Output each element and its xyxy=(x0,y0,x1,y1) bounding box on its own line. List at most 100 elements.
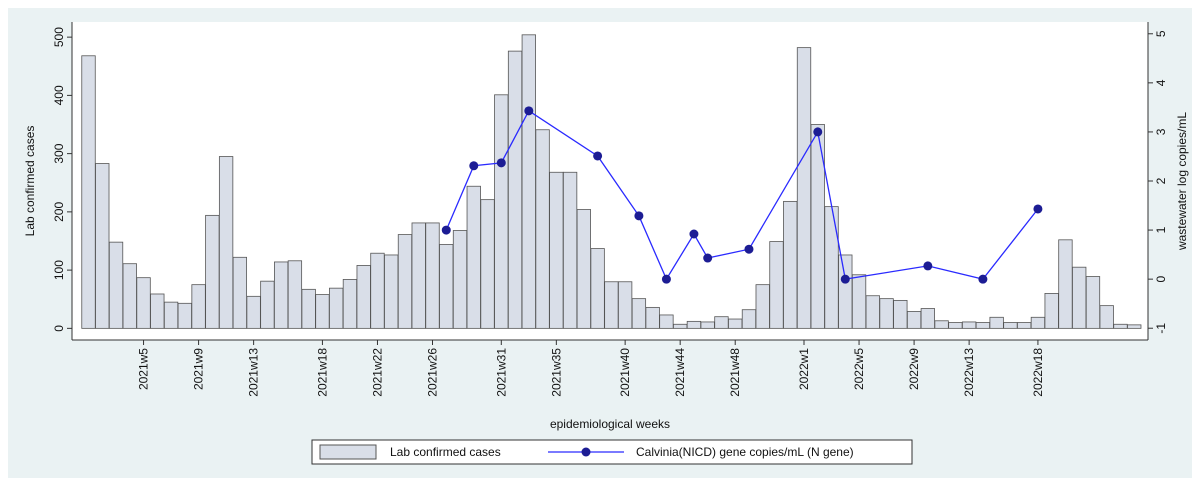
bar xyxy=(893,299,908,329)
legend-swatch xyxy=(319,444,377,460)
x-tick-label: 2021w31 xyxy=(494,348,508,397)
y-tick-label: 0 xyxy=(52,325,66,332)
bar xyxy=(232,256,248,329)
x-tick-label: 2021w35 xyxy=(549,348,563,397)
bar xyxy=(81,55,96,329)
x-axis-title: epidemiological weeks xyxy=(550,417,670,431)
bar xyxy=(769,241,784,329)
x-tick-label: 2022w13 xyxy=(962,348,976,397)
x-tick-label: 2021w48 xyxy=(728,348,742,397)
bar xyxy=(796,47,812,329)
bar xyxy=(384,254,399,329)
bar xyxy=(411,222,426,329)
marker xyxy=(634,211,644,221)
bar xyxy=(851,274,867,329)
bar xyxy=(494,94,509,329)
bar xyxy=(507,50,523,329)
bar xyxy=(1127,324,1142,329)
marker xyxy=(840,274,850,284)
x-tick-label: 2021w40 xyxy=(618,348,632,397)
y-tick-label: 500 xyxy=(52,27,66,47)
legend-label: Calvinia(NICD) gene copies/mL (N gene) xyxy=(636,445,854,459)
bar xyxy=(755,284,770,329)
bar xyxy=(989,316,1004,329)
x-tick-label: 2022w9 xyxy=(907,348,921,390)
marker xyxy=(703,253,713,263)
bar xyxy=(1017,322,1032,329)
bar xyxy=(604,281,619,329)
bar xyxy=(287,260,303,329)
bar xyxy=(1044,293,1059,329)
bar xyxy=(700,321,715,329)
bar xyxy=(480,199,495,329)
bar xyxy=(783,200,798,329)
marker xyxy=(813,127,823,137)
marker xyxy=(441,225,451,235)
bar xyxy=(342,279,358,329)
bar xyxy=(439,244,454,329)
bar xyxy=(590,248,605,329)
bar xyxy=(122,263,137,329)
bar xyxy=(191,284,206,329)
bar xyxy=(163,301,179,329)
x-tick-label: 2021w18 xyxy=(315,348,329,397)
x-tick-label: 2021w9 xyxy=(192,348,206,390)
marker xyxy=(469,161,479,171)
x-tick-label: 2021w44 xyxy=(673,348,687,397)
bar xyxy=(645,306,660,329)
bar xyxy=(246,295,261,329)
x-tick-label: 2021w26 xyxy=(426,348,440,397)
y2-tick-label: 3 xyxy=(1154,128,1168,135)
bar xyxy=(865,295,880,329)
bar xyxy=(205,214,220,329)
bar xyxy=(1030,316,1046,329)
bar xyxy=(617,281,633,329)
x-tick-label: 2022w5 xyxy=(852,348,866,390)
marker xyxy=(661,274,671,284)
bar xyxy=(136,277,151,329)
x-tick-label: 2021w13 xyxy=(247,348,261,397)
bar xyxy=(1113,323,1128,329)
y-tick-label: 300 xyxy=(52,143,66,163)
bar xyxy=(218,156,234,329)
bar xyxy=(177,302,192,329)
x-tick-label: 2022w18 xyxy=(1031,348,1045,397)
bar xyxy=(466,185,481,329)
bar xyxy=(728,318,743,329)
bar xyxy=(535,129,550,329)
y2-tick-label: 1 xyxy=(1154,226,1168,233)
bar xyxy=(1003,322,1018,329)
x-tick-label: 2022w1 xyxy=(797,348,811,390)
y-axis-title: Lab confirmed cases xyxy=(23,126,37,237)
bar xyxy=(562,171,578,329)
bar xyxy=(1058,239,1073,329)
bar xyxy=(370,252,385,329)
y2-tick-label: 5 xyxy=(1154,30,1168,37)
marker xyxy=(524,106,534,116)
bar xyxy=(686,320,702,329)
bar xyxy=(549,171,564,329)
bar xyxy=(659,314,674,329)
bar xyxy=(906,311,922,329)
marker xyxy=(1033,204,1043,214)
y2-axis-title: wastewater log copies/mL xyxy=(1175,112,1189,251)
legend xyxy=(311,439,913,465)
y2-tick-label: 2 xyxy=(1154,177,1168,184)
bar xyxy=(452,230,468,329)
bar xyxy=(673,323,688,329)
bar xyxy=(301,288,316,329)
bar xyxy=(521,34,536,329)
bar xyxy=(975,322,991,329)
marker xyxy=(923,261,933,271)
bar xyxy=(824,206,839,329)
bar xyxy=(329,287,344,329)
bar xyxy=(948,322,963,329)
bar xyxy=(961,321,977,329)
legend-label: Lab confirmed cases xyxy=(390,445,501,459)
bar xyxy=(879,298,894,329)
bar xyxy=(714,316,729,329)
bar xyxy=(425,222,440,329)
marker xyxy=(744,244,754,254)
bar xyxy=(1099,305,1114,329)
